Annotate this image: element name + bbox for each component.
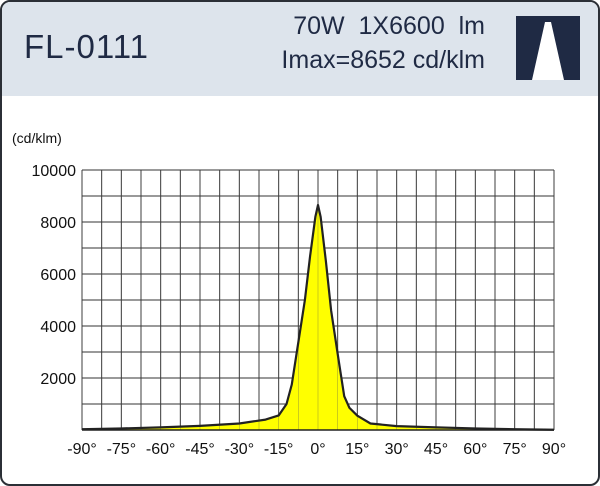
- header-band: FL-0111 70W 1X6600 lm Imax=8652 cd/klm: [2, 2, 598, 96]
- x-tick-labels: -90° -75° -60° -45° -30° -15° 0° 15° 30° 45° 60° 75…: [67, 441, 566, 458]
- y-tick-label: 2000: [40, 371, 76, 388]
- y-tick-labels: 2000 4000 6000 8000 10000: [32, 163, 77, 388]
- imax-spec: Imax=8652 cd/klm: [281, 46, 485, 74]
- x-tick-label: 75°: [503, 441, 527, 458]
- y-tick-label: 8000: [40, 215, 76, 232]
- x-tick-label: -90°: [67, 441, 97, 458]
- y-tick-label: 10000: [32, 163, 77, 180]
- model-number: FL-0111: [24, 28, 150, 65]
- x-tick-label: -45°: [185, 441, 215, 458]
- x-tick-label: 30°: [385, 441, 409, 458]
- y-tick-label: 6000: [40, 267, 76, 284]
- x-tick-label: 0°: [310, 441, 325, 458]
- y-tick-label: 4000: [40, 319, 76, 336]
- x-tick-label: 90°: [542, 441, 566, 458]
- x-tick-label: -60°: [146, 441, 176, 458]
- x-tick-label: -30°: [225, 441, 255, 458]
- x-tick-label: 15°: [345, 441, 369, 458]
- power-lumen-spec: 70W 1X6600 lm: [293, 12, 485, 40]
- y-axis-unit-label: (cd/klm): [12, 130, 62, 146]
- x-tick-label: 45°: [424, 441, 448, 458]
- x-tick-label: 60°: [463, 441, 487, 458]
- intensity-curve: [81, 203, 555, 431]
- x-tick-label: -75°: [107, 441, 137, 458]
- chart-series: [81, 170, 555, 431]
- x-tick-label: -15°: [264, 441, 294, 458]
- beam-logo-icon: [516, 16, 580, 80]
